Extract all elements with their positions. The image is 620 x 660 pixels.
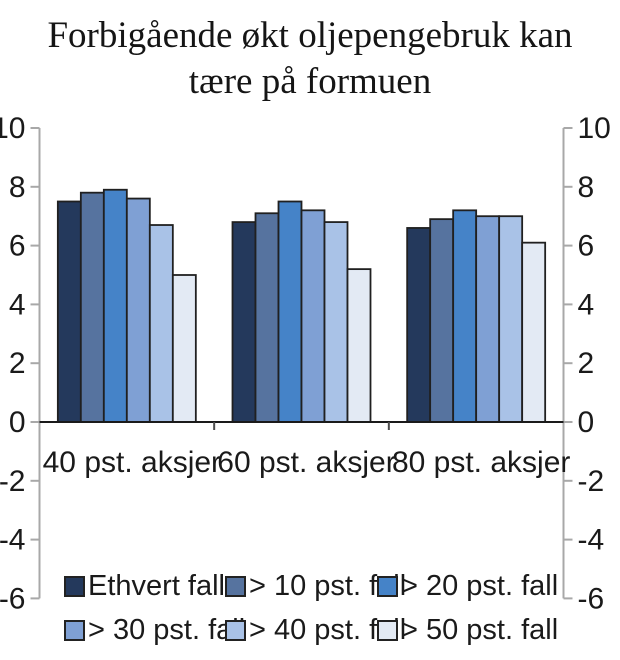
- y-tick-label-left: 0: [9, 406, 26, 439]
- y-tick-label-left: 4: [9, 288, 26, 321]
- chart-title-line2: tære på formuen: [188, 61, 432, 102]
- bar: [429, 218, 455, 423]
- bar: [102, 188, 128, 423]
- bar: [346, 268, 372, 423]
- y-tick-label-left: 8: [9, 171, 26, 204]
- y-tick-label-right: 0: [578, 406, 595, 439]
- bar: [498, 215, 524, 423]
- bar: [521, 241, 547, 423]
- bar: [148, 224, 174, 423]
- bar: [475, 215, 501, 423]
- bar: [323, 221, 349, 423]
- legend-item-1: Ethvert fall: [64, 570, 225, 602]
- bar: [277, 200, 303, 423]
- y-tick-label-left: -4: [0, 524, 26, 557]
- y-tick-label-left: 2: [9, 347, 26, 380]
- bar: [300, 209, 326, 423]
- y-tick-label-left: 6: [9, 230, 26, 263]
- y-tick-label-right: 10: [578, 112, 611, 145]
- chart-title-line1: Forbigående økt oljepengebruk kan: [47, 15, 573, 56]
- bar: [125, 197, 151, 423]
- chart-legend: Ethvert fall > 10 pst. fall > 20 pst. fall…: [64, 570, 559, 646]
- legend-swatch-icon: [64, 576, 85, 597]
- y-tick-label-right: -6: [578, 582, 605, 615]
- legend-item-6: > 50 pst. fall: [377, 614, 559, 646]
- legend-swatch-icon: [377, 620, 398, 641]
- legend-swatch-icon: [64, 620, 85, 641]
- legend-item-5: > 40 pst. fall: [225, 616, 406, 645]
- bar: [452, 209, 478, 423]
- y-tick-label-right: 2: [578, 347, 595, 380]
- category-label: 40 pst. aksjer: [43, 446, 221, 479]
- y-tick-label-left: 10: [0, 112, 26, 145]
- y-tick-label-right: -2: [578, 465, 605, 498]
- y-tick-label-right: -4: [578, 524, 605, 557]
- legend-label: Ethvert fall: [88, 570, 225, 602]
- y-tick-label-right: 6: [578, 230, 595, 263]
- legend-item-4: > 30 pst. fall: [64, 616, 245, 645]
- y-tick-label-left: -2: [0, 465, 26, 498]
- bar: [56, 200, 82, 423]
- y-tick-label-left: -6: [0, 582, 26, 615]
- y-tick-label-right: 8: [578, 171, 595, 204]
- legend-swatch-icon: [225, 620, 246, 641]
- legend-label: > 50 pst. fall: [401, 614, 559, 646]
- bar: [171, 274, 197, 423]
- bar: [231, 221, 257, 423]
- legend-label: > 30 pst. fall: [88, 614, 246, 646]
- legend-swatch-icon: [225, 576, 246, 597]
- category-label: 60 pst. aksjer: [217, 446, 395, 479]
- y-tick-label-right: 4: [578, 288, 595, 321]
- legend-swatch-icon: [377, 576, 398, 597]
- legend-item-2: > 10 pst. fall: [225, 572, 406, 601]
- legend-item-3: > 20 pst. fall: [377, 570, 559, 602]
- category-label: 80 pst. aksjer: [392, 446, 570, 479]
- bar: [254, 212, 280, 423]
- chart-title: Forbigående økt oljepengebruk kan tære p…: [0, 13, 620, 105]
- bar: [406, 227, 432, 423]
- bar: [79, 191, 105, 423]
- legend-label: > 20 pst. fall: [401, 570, 559, 602]
